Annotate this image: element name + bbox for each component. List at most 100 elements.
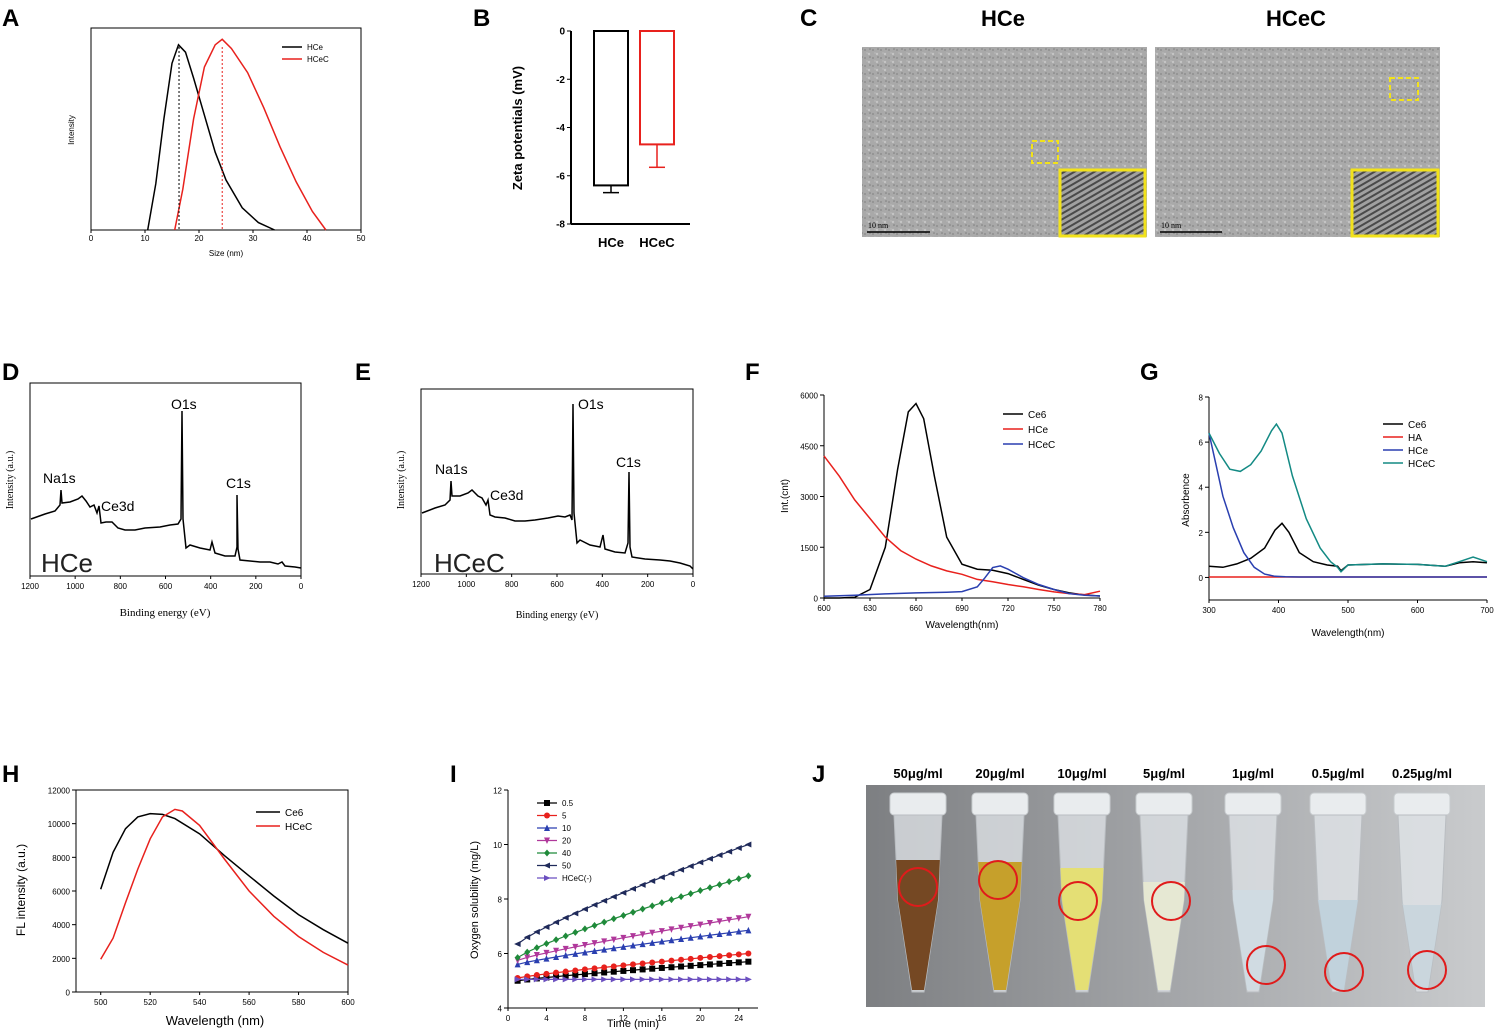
legend-f-hcec: HCeC: [1028, 440, 1055, 451]
j-tube-liquid: [1060, 868, 1104, 990]
i-point: [523, 934, 531, 941]
b-ytick: -4: [556, 123, 565, 134]
i-xtick: 0: [506, 1014, 511, 1023]
f-ylabel: Int.(cnt): [780, 479, 791, 513]
j-concentration-label: 50μg/ml: [893, 766, 942, 781]
a-xlabel: Size (nm): [209, 249, 244, 258]
b-category-label: HCeC: [639, 235, 675, 250]
i-point: [639, 976, 647, 983]
g-xtick: 500: [1341, 606, 1355, 615]
i-point: [562, 976, 570, 983]
inset-hcec: [1350, 168, 1440, 238]
i-point: [706, 919, 713, 927]
d-peak-ce3d: Ce3d: [101, 498, 134, 514]
c-label-hcec: HCeC: [1266, 6, 1326, 31]
d-sample-label: HCe: [41, 548, 93, 578]
i-point: [524, 954, 531, 961]
i-legend-marker: [544, 824, 550, 831]
i-point: [649, 939, 656, 946]
c-scalebar-hce: 10 nm: [868, 221, 889, 230]
e-xtick: 0: [691, 580, 696, 589]
e-peak-ce3d: Ce3d: [490, 487, 523, 503]
i-legend-marker: [544, 875, 551, 881]
i-point: [735, 951, 742, 958]
d-peak-na1s: Na1s: [43, 470, 76, 486]
panel-label-c: C: [800, 5, 817, 32]
f-xtick: 630: [863, 604, 877, 613]
i-point: [591, 921, 598, 929]
chart-e: 1200 1000 800 600 400 200 0 Na1s Ce3d O1s C1s …: [396, 388, 696, 621]
i-point: [553, 947, 560, 955]
f-ytick: 3000: [800, 493, 818, 502]
i-point: [543, 940, 550, 948]
i-point: [514, 954, 521, 962]
i-point: [514, 940, 521, 947]
i-ytick: 4: [498, 1005, 503, 1014]
i-legend-label: 0.5: [562, 799, 574, 808]
b-ytick: -2: [556, 75, 565, 86]
i-point: [726, 960, 733, 967]
h-ytick: 10000: [48, 820, 71, 829]
d-xtick: 1000: [66, 582, 84, 591]
i-point: [716, 918, 723, 925]
j-tube-cap: [1393, 792, 1451, 816]
chart-g: 300 400 500 600 700 0 2 4 6 8 Ce6 HA HCe HCeC Wav…: [1181, 394, 1494, 640]
i-point: [716, 930, 723, 937]
i-point: [745, 872, 752, 880]
i-point: [620, 967, 627, 974]
panel-label-a: A: [2, 5, 19, 32]
i-point: [524, 976, 531, 983]
i-point: [658, 964, 665, 971]
i-point: [572, 967, 579, 974]
i-point: [649, 976, 656, 983]
i-point: [735, 915, 742, 922]
i-point: [658, 976, 666, 983]
i-point: [639, 960, 646, 967]
i-point: [630, 961, 636, 968]
legend-g-hce: HCe: [1408, 446, 1428, 457]
i-point: [610, 968, 617, 975]
i-point: [668, 936, 675, 944]
b-ytick: -8: [556, 220, 565, 231]
h-xtick: 540: [193, 998, 207, 1007]
f-ytick: 1500: [800, 544, 818, 553]
i-legend-label: 40: [562, 849, 571, 858]
i-point: [553, 976, 560, 983]
e-xtick: 200: [641, 580, 655, 589]
i-point: [601, 976, 608, 983]
i-point: [581, 971, 588, 978]
g-xtick: 300: [1202, 606, 1216, 615]
c-scalebar-hcec: 10 nm: [1161, 221, 1182, 230]
i-point: [687, 976, 695, 983]
j-red-circle: [978, 860, 1018, 900]
d-ylabel: Intensity (a.u.): [5, 451, 16, 510]
i-point: [562, 945, 569, 953]
i-point: [572, 928, 579, 936]
i-point: [581, 966, 588, 973]
legend-g-hcec: HCeC: [1408, 459, 1435, 470]
i-point: [678, 956, 685, 963]
i-point: [716, 852, 723, 859]
i-point: [514, 976, 522, 983]
j-red-circle: [1151, 881, 1191, 921]
e-xtick: 400: [596, 580, 610, 589]
f-xtick: 780: [1093, 604, 1107, 613]
i-point: [687, 890, 694, 898]
i-point: [687, 962, 694, 969]
chart-d: 1200 1000 800 600 400 200 0 Na1s Ce3d O1s C1s …: [5, 382, 304, 619]
i-point: [533, 976, 541, 983]
h-ytick: 6000: [52, 888, 70, 897]
legend-f-hce: HCe: [1028, 425, 1048, 436]
i-point: [649, 929, 656, 937]
i-point: [630, 908, 636, 916]
h-xtick: 560: [242, 998, 256, 1007]
legend-h-ce6: Ce6: [285, 808, 304, 819]
j-red-circle: [898, 867, 938, 907]
i-point: [581, 925, 588, 933]
i-point: [649, 902, 656, 910]
i-point: [639, 931, 646, 938]
legend-g-ce6: Ce6: [1408, 420, 1427, 431]
i-point: [581, 906, 588, 913]
i-point: [572, 976, 579, 983]
legend-h-hcec: HCeC: [285, 822, 312, 833]
